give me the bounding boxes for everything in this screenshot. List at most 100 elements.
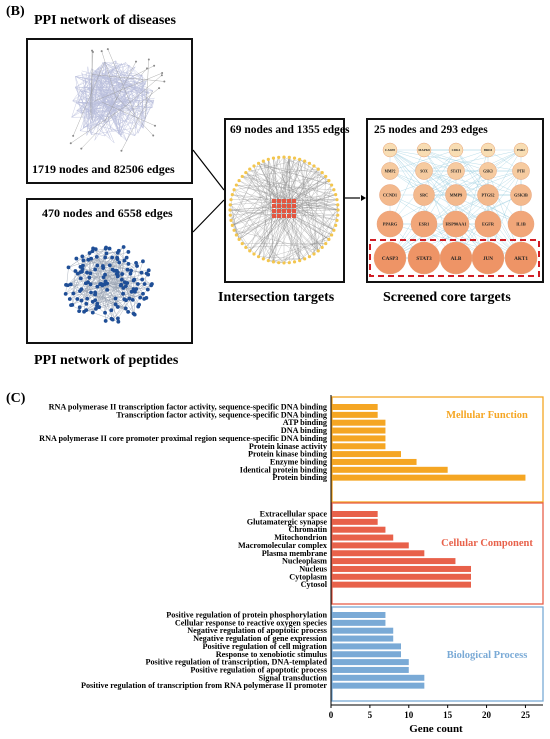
bar xyxy=(331,443,386,450)
core-node-label: STAT3 xyxy=(416,256,432,262)
bar xyxy=(331,565,471,572)
category-label: RNA polymerase II transcription factor a… xyxy=(49,403,328,412)
core-node-label: ESR2 xyxy=(517,148,525,152)
bar xyxy=(331,451,401,458)
x-tick-label: 5 xyxy=(368,710,373,720)
bar xyxy=(331,458,417,465)
category-label: Macromolecular complex xyxy=(238,541,328,550)
intersection-panel: 69 nodes and 1355 edges xyxy=(224,118,350,283)
intersection-title: Intersection targets xyxy=(218,290,335,305)
category-label: Negative regulation of apoptotic process xyxy=(187,626,327,635)
bar xyxy=(331,526,386,533)
core-node: CASP8 xyxy=(382,142,398,158)
bar xyxy=(331,518,378,525)
category-label: Enzyme binding xyxy=(270,457,328,466)
category-label: Identical protein binding xyxy=(240,465,328,474)
core-node-label: CCND1 xyxy=(383,192,397,197)
core-node-label: GSK3 xyxy=(483,169,493,173)
category-label: ATP binding xyxy=(283,418,328,427)
panel-b-label: (B) xyxy=(6,4,25,19)
core-node: HSP90AA1 xyxy=(442,210,470,238)
core-node-label: PTH xyxy=(517,169,525,173)
x-tick-label: 10 xyxy=(404,710,414,720)
group-box xyxy=(331,396,544,503)
category-label: Protein kinase binding xyxy=(248,450,328,459)
category-label: Negative regulation of gene expression xyxy=(193,634,327,643)
bar xyxy=(331,534,394,541)
peptide-network-title: PPI network of peptides xyxy=(34,353,179,368)
core-node-label: PTGS2 xyxy=(481,192,494,197)
core-node: BRD4 xyxy=(480,142,496,158)
bar xyxy=(331,558,456,565)
x-axis-label: Gene count xyxy=(409,723,463,735)
bar xyxy=(331,542,409,549)
core-node-label: STAT1 xyxy=(451,169,462,173)
core-node: ESR2 xyxy=(513,142,529,158)
core-node: CASP3 xyxy=(373,241,407,275)
x-tick-label: 20 xyxy=(482,710,492,720)
core-node: PTH xyxy=(512,162,530,180)
category-label: RNA polymerase II core promoter proximal… xyxy=(39,434,328,443)
category-label: Positive regulation of transcription fro… xyxy=(81,681,327,690)
core-node: SRC xyxy=(413,184,435,206)
category-label: Cytosol xyxy=(301,580,328,589)
core-node-label: IL1B xyxy=(516,222,526,227)
x-tick-label: 15 xyxy=(443,710,453,720)
bar xyxy=(331,674,425,681)
bar xyxy=(331,682,425,689)
connector-lines xyxy=(192,149,366,233)
intersection-caption: 69 nodes and 1355 edges xyxy=(230,124,350,136)
bar xyxy=(331,435,386,442)
bar xyxy=(331,619,386,626)
core-highlight-box xyxy=(369,239,540,277)
bar xyxy=(331,581,471,588)
category-label: Transcription factor activity, sequence-… xyxy=(116,410,328,419)
core-node: JUN xyxy=(471,241,505,275)
core-node-label: CASP3 xyxy=(382,256,399,262)
core-node-label: MMP2 xyxy=(385,169,396,173)
core-targets-panel: 25 nodes and 293 edges CASP8 MAPK8 CDK1 BRD… xyxy=(366,118,544,283)
bar xyxy=(331,659,409,666)
core-node-label: PPARG xyxy=(383,222,398,227)
bar xyxy=(331,466,448,473)
bar xyxy=(331,635,394,642)
bar xyxy=(331,427,386,434)
core-node-label: HSP90AA1 xyxy=(445,222,466,227)
category-label: Protein kinase activity xyxy=(249,442,328,451)
category-label: Signal transduction xyxy=(259,673,328,682)
go-enrichment-chart: Mellular Function RNA polymerase II trans… xyxy=(39,395,544,735)
core-node: MAPK8 xyxy=(416,142,432,158)
core-node: STAT1 xyxy=(447,162,465,180)
bar xyxy=(331,411,378,418)
core-node-label: SRC xyxy=(420,192,428,197)
bar xyxy=(331,511,378,517)
core-node-label: MMP9 xyxy=(450,192,463,197)
core-node: ESR1 xyxy=(410,210,438,238)
x-tick-label: 0 xyxy=(329,710,334,720)
category-label: Positive regulation of cell migration xyxy=(203,642,328,651)
disease-network-caption: 1719 nodes and 82506 edges xyxy=(32,162,175,176)
bar xyxy=(331,666,409,673)
category-label: Response to xenobiotic stimulus xyxy=(216,650,327,659)
peptide-network-graph xyxy=(63,245,154,324)
core-node-label: EGFR xyxy=(482,222,495,227)
core-node-label: CASP8 xyxy=(385,148,395,152)
category-label: Positive regulation of apoptotic process xyxy=(190,665,327,674)
bar xyxy=(331,419,386,426)
core-node-label: SOX xyxy=(420,169,428,173)
category-label: Extracellular space xyxy=(260,510,328,519)
category-label: Glutamatergic synapse xyxy=(247,517,328,526)
bar xyxy=(331,612,386,618)
core-node: CDK1 xyxy=(448,142,464,158)
bar xyxy=(331,404,378,410)
peptide-network-caption: 470 nodes and 6558 edges xyxy=(42,206,173,220)
category-label: Cellular response to reactive oxygen spe… xyxy=(175,618,327,627)
core-node-label: GSK3B xyxy=(514,192,528,197)
core-node-label: BRD4 xyxy=(484,148,493,152)
core-node: IL1B xyxy=(507,210,535,238)
core-node-label: ALB xyxy=(451,256,462,262)
x-tick-label: 25 xyxy=(521,710,531,720)
category-label: Positive regulation of transcription, DN… xyxy=(145,658,327,667)
core-targets-caption: 25 nodes and 293 edges xyxy=(374,124,488,136)
core-node: GSK3B xyxy=(510,184,532,206)
